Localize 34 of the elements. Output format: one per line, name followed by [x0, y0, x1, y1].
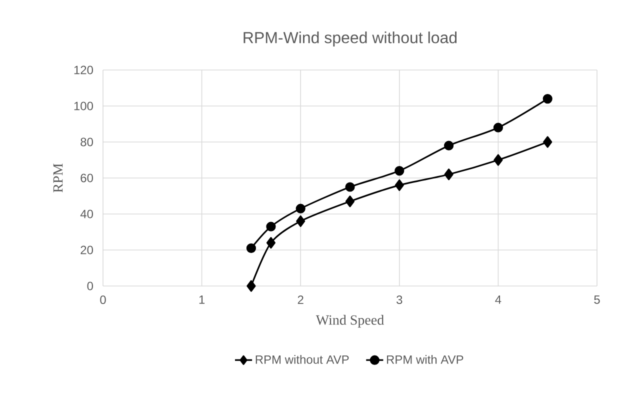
y-tick-label: 120: [74, 66, 93, 74]
x-axis-title: Wind Speed: [316, 314, 384, 328]
point: [345, 196, 355, 208]
point: [246, 280, 256, 292]
point: [345, 182, 355, 192]
point: [394, 179, 404, 191]
x-tick-label: 3: [396, 296, 402, 304]
point: [266, 222, 276, 232]
x-tick-label: 4: [495, 296, 502, 304]
x-tick-label: 1: [199, 296, 205, 304]
y-tick-label: 100: [74, 102, 93, 110]
y-tick-label: 60: [80, 174, 94, 182]
point: [246, 243, 256, 253]
point: [266, 237, 276, 249]
y-tick-label: 80: [80, 138, 94, 146]
y-tick-label: 20: [80, 246, 94, 254]
point: [394, 166, 404, 176]
legend-label: RPM with AVP: [387, 355, 464, 364]
point: [444, 168, 454, 180]
x-tick-label: 2: [298, 296, 304, 304]
point: [493, 122, 504, 132]
chart-title: RPM-Wind speed without load: [244, 32, 457, 46]
y-axis-title: RPM: [53, 164, 63, 192]
point: [296, 204, 306, 214]
y-tick-label: 0: [87, 282, 94, 290]
x-tick-label: 0: [100, 296, 106, 304]
point: [296, 215, 306, 227]
y-tick-label: 40: [80, 210, 94, 218]
point: [543, 136, 552, 148]
legend-label: RPM without AVP: [256, 355, 349, 364]
point: [444, 140, 454, 150]
x-tick-label: 5: [594, 296, 600, 304]
point: [494, 154, 503, 166]
point: [542, 94, 552, 104]
